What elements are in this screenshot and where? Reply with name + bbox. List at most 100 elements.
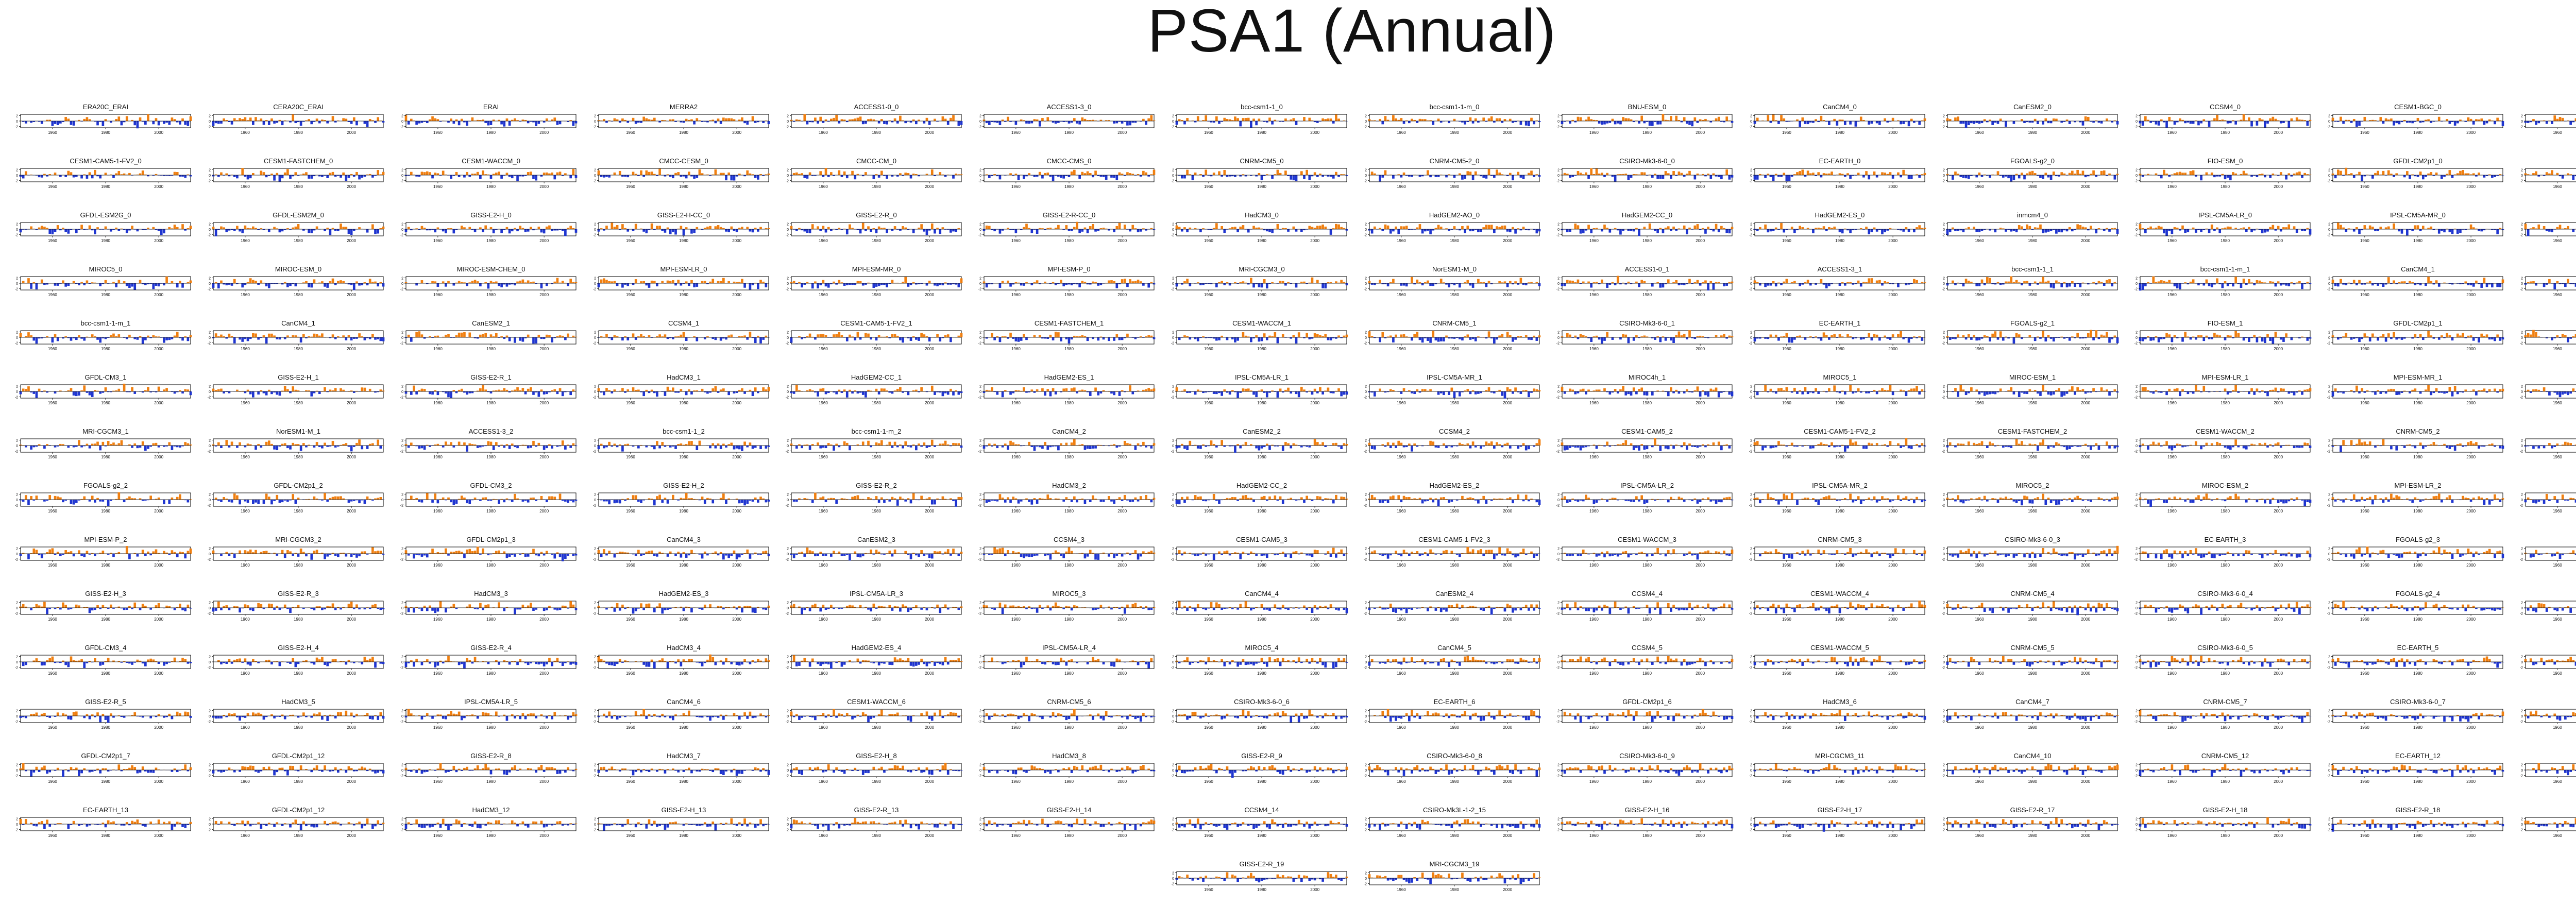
data-bar [321, 175, 324, 177]
x-tick-label: 2000 [539, 238, 549, 243]
data-bar [1875, 229, 1878, 232]
data-bar [1608, 121, 1612, 123]
data-bar [909, 337, 912, 341]
data-bar [2036, 175, 2039, 176]
data-bar [1783, 173, 1786, 175]
data-bar [1191, 175, 1194, 180]
data-bar [99, 283, 102, 286]
data-bar [530, 121, 532, 122]
data-bar [861, 283, 865, 286]
data-bar [1202, 175, 1205, 177]
data-bar [1712, 229, 1715, 232]
data-bar [1284, 283, 1287, 286]
data-bar [2197, 229, 2200, 231]
data-bar [1991, 121, 1994, 125]
data-bar [1373, 283, 1376, 285]
data-bar [661, 281, 664, 283]
data-bar [101, 121, 105, 126]
panel-title: MPI-ESM-MR_0 [852, 265, 901, 273]
data-bar [1664, 119, 1667, 121]
x-tick-label: 1960 [433, 238, 443, 243]
y-tick-label: 0 [1750, 120, 1752, 124]
data-bar [985, 283, 988, 288]
data-bar [1252, 118, 1255, 121]
data-bar [1028, 173, 1030, 175]
data-bar [2065, 229, 2069, 232]
data-bar [115, 227, 117, 229]
data-bar [1873, 227, 1876, 229]
data-bar [1659, 121, 1662, 125]
y-tick-label: 2 [209, 331, 211, 335]
data-bar [843, 171, 846, 175]
data-bar [709, 226, 711, 229]
data-bar [2147, 228, 2149, 229]
data-bar [998, 283, 1002, 288]
data-bar [310, 229, 313, 233]
data-bar [2224, 175, 2227, 180]
data-bar [1585, 172, 1587, 175]
data-bar [1709, 175, 1713, 179]
y-tick-label: 0 [209, 174, 211, 178]
panel-title: CNRM-CM5_0 [1240, 157, 1283, 165]
y-tick-label: 2 [2328, 115, 2330, 118]
data-bar [450, 175, 452, 179]
data-bar [420, 121, 423, 123]
x-tick-label: 2000 [732, 130, 741, 135]
data-bar [2063, 282, 2066, 283]
data-bar [120, 121, 123, 126]
data-bar [410, 337, 413, 342]
data-bar [875, 337, 878, 341]
data-bar [1215, 283, 1218, 287]
data-bar [1081, 229, 1084, 232]
data-bar [2033, 118, 2037, 121]
data-bar [730, 334, 733, 337]
data-bar [495, 229, 498, 230]
data-bar [155, 174, 158, 175]
data-bar [212, 121, 215, 126]
data-bar [62, 227, 64, 229]
y-tick-label: -2 [208, 233, 211, 237]
data-bar [181, 337, 184, 341]
x-tick-label: 2000 [2081, 130, 2090, 135]
data-bar [1400, 226, 1403, 229]
data-bar [1300, 281, 1303, 283]
data-bar [1316, 121, 1319, 123]
data-bar [835, 229, 838, 230]
data-bar [466, 121, 468, 126]
data-bar [1783, 229, 1786, 233]
data-bar [902, 175, 904, 176]
data-bar [1962, 283, 1965, 287]
data-bar [1448, 283, 1451, 287]
data-bar [2451, 121, 2454, 123]
panel-title: inmcm4_0 [2017, 211, 2048, 219]
data-bar [1153, 229, 1156, 230]
data-bar [212, 283, 215, 288]
data-bar [262, 121, 265, 125]
panel-title: IPSL-CM5A-MR_0 [2390, 211, 2446, 219]
data-bar [696, 227, 699, 229]
y-tick-label: 0 [2136, 174, 2138, 178]
data-bar [680, 283, 683, 286]
data-bar [187, 337, 190, 341]
data-bar [1092, 175, 1094, 178]
data-bar [548, 173, 551, 175]
data-bar [1696, 121, 1699, 123]
x-tick-label: 1980 [294, 347, 303, 351]
y-tick-label: -2 [593, 287, 596, 291]
data-bar [545, 334, 548, 337]
data-bar [859, 337, 862, 340]
data-bar [1487, 168, 1490, 175]
data-bar [2574, 175, 2576, 177]
data-bar [168, 121, 171, 125]
data-bar [2414, 283, 2417, 285]
data-bar [2551, 229, 2553, 232]
data-bar [877, 335, 880, 337]
data-bar [1137, 229, 1140, 232]
data-bar [608, 281, 611, 283]
data-bar [2039, 281, 2042, 283]
data-bar [96, 175, 99, 177]
data-bar [334, 283, 337, 285]
